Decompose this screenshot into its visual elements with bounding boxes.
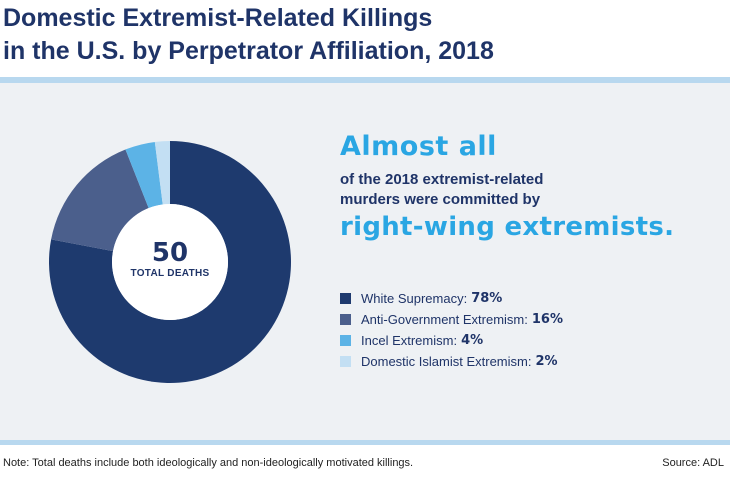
body-line-2: murders were committed by <box>340 191 541 208</box>
donut-slice-incel-extremism <box>125 141 163 209</box>
footnote: Note: Total deaths include both ideologi… <box>3 457 414 469</box>
top-divider <box>0 77 730 83</box>
legend-label: White Supremacy: <box>361 291 468 306</box>
legend-swatch <box>340 356 351 367</box>
body-line-1: of the 2018 extremist-related <box>340 171 544 188</box>
source-credit: Source: ADL <box>662 457 724 469</box>
legend-value: 4% <box>461 333 484 348</box>
bottom-divider <box>0 440 730 445</box>
chart-title: Domestic Extremist-Related Killings in t… <box>3 2 723 68</box>
legend-swatch <box>340 293 351 304</box>
legend-label: Domestic Islamist Extremism: <box>361 354 532 369</box>
legend-swatch <box>340 314 351 325</box>
donut-hole <box>112 204 228 320</box>
headline: Almost all <box>340 131 497 162</box>
legend-value: 16% <box>531 312 563 327</box>
body-text: of the 2018 extremist-related murders we… <box>340 170 640 210</box>
legend-label: Incel Extremism: <box>361 333 458 348</box>
legend: White Supremacy: 78% Anti-Government Extre… <box>340 288 563 372</box>
legend-swatch <box>340 335 351 346</box>
title-line-1: Domestic Extremist-Related Killings <box>3 4 433 32</box>
donut-slice-domestic-islamist-extremism <box>154 141 170 205</box>
legend-value: 78% <box>471 291 503 306</box>
emphasis-text: right-wing extremists. <box>340 212 675 242</box>
legend-item: Incel Extremism: 4% <box>340 330 563 351</box>
legend-item: Anti-Government Extremism: 16% <box>340 309 563 330</box>
legend-item: White Supremacy: 78% <box>340 288 563 309</box>
donut-chart <box>48 141 292 383</box>
total-deaths-number: 50 <box>151 238 189 268</box>
donut-slice-anti-government-extremism <box>51 149 149 252</box>
legend-label: Anti-Government Extremism: <box>361 312 528 327</box>
total-deaths-label: TOTAL DEATHS <box>130 268 210 279</box>
legend-item: Domestic Islamist Extremism: 2% <box>340 351 563 372</box>
legend-value: 2% <box>535 354 558 369</box>
title-line-2: in the U.S. by Perpetrator Affiliation, … <box>3 37 494 65</box>
donut-slice-white-supremacy <box>48 141 292 383</box>
